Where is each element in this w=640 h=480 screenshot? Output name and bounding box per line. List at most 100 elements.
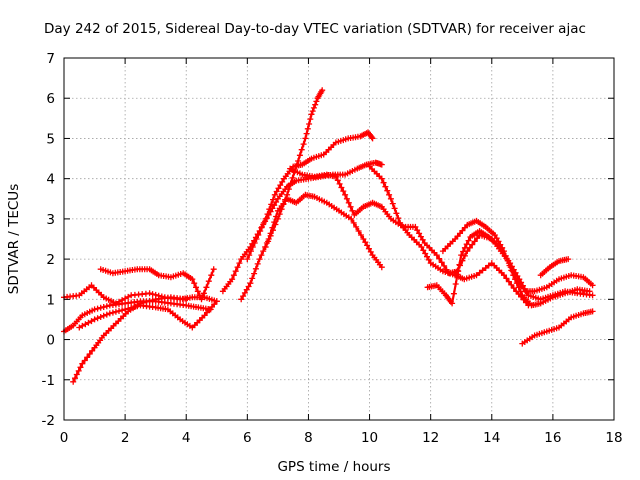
data-point <box>97 314 104 320</box>
data-point <box>313 98 320 105</box>
data-point <box>342 191 349 198</box>
data-point <box>295 158 302 164</box>
data-point <box>384 187 391 194</box>
y-tick-label: 6 <box>46 91 55 107</box>
x-tick-label: 14 <box>483 430 500 446</box>
data-point <box>425 256 432 263</box>
data-point <box>264 211 271 218</box>
series-line <box>368 165 530 307</box>
data-point <box>338 184 345 191</box>
data-point <box>378 264 385 271</box>
data-point <box>287 180 294 187</box>
data-point <box>461 252 468 259</box>
data-point <box>300 141 307 148</box>
data-point <box>362 239 369 246</box>
data-point <box>457 262 463 269</box>
data-point <box>417 233 424 240</box>
data-point <box>88 318 95 325</box>
data-point <box>293 163 300 170</box>
data-point <box>367 248 374 255</box>
data-point <box>91 306 98 313</box>
data-point <box>271 202 278 209</box>
data-point <box>268 201 275 208</box>
data-point <box>193 284 199 291</box>
data-point <box>414 227 421 234</box>
data-point <box>275 185 282 192</box>
data-point <box>79 322 86 329</box>
data-point <box>94 315 101 322</box>
data-point <box>73 371 80 378</box>
data-point <box>589 282 596 289</box>
data-point <box>464 248 471 255</box>
data-point <box>91 316 98 323</box>
x-tick-label: 10 <box>361 430 378 446</box>
data-point <box>589 292 596 299</box>
data-point <box>125 305 132 312</box>
y-tick-label: 3 <box>46 212 55 228</box>
data-point <box>243 286 250 293</box>
series-track-12 <box>424 228 596 307</box>
data-point <box>289 174 296 181</box>
data-point <box>516 276 523 283</box>
data-point <box>259 223 265 230</box>
data-point <box>152 291 159 298</box>
data-point <box>391 205 398 212</box>
data-point <box>274 215 281 222</box>
data-point <box>203 284 210 291</box>
data-point <box>466 244 473 251</box>
data-point <box>449 300 456 307</box>
data-point <box>389 200 396 207</box>
data-point <box>122 295 129 302</box>
data-point <box>513 280 520 287</box>
data-point <box>512 269 519 276</box>
data-point <box>412 223 419 230</box>
data-point <box>308 111 315 118</box>
data-point <box>298 146 305 153</box>
data-point <box>134 303 141 310</box>
data-point <box>589 308 596 315</box>
data-point <box>229 276 236 283</box>
data-point <box>473 272 480 279</box>
data-point <box>84 354 91 361</box>
data-point <box>248 248 254 255</box>
data-point <box>514 273 521 279</box>
x-tick-label: 2 <box>121 430 130 446</box>
y-tick-label: -2 <box>42 413 55 429</box>
series-track-7 <box>219 159 385 295</box>
data-point <box>355 228 362 234</box>
data-point <box>336 180 343 187</box>
data-point <box>345 199 352 206</box>
data-point <box>251 240 258 246</box>
data-point <box>347 203 354 210</box>
data-point <box>149 297 156 304</box>
data-point <box>146 297 153 304</box>
data-point <box>249 275 256 282</box>
series-track-5 <box>76 298 220 331</box>
data-point <box>122 306 129 313</box>
data-point <box>450 290 457 297</box>
data-point <box>296 152 303 159</box>
series-track-11 <box>366 163 532 309</box>
data-point <box>285 186 292 193</box>
data-point <box>103 303 110 310</box>
data-point <box>306 121 313 127</box>
data-point <box>236 260 243 267</box>
data-point <box>155 292 162 299</box>
data-point <box>116 298 122 305</box>
data-point <box>416 230 423 237</box>
data-point <box>265 238 272 245</box>
data-point <box>501 272 507 279</box>
data-point <box>463 241 470 248</box>
data-point <box>109 309 116 316</box>
data-point <box>112 300 119 307</box>
data-point <box>424 253 430 260</box>
data-point <box>251 270 258 277</box>
data-point <box>260 248 267 255</box>
x-tick-label: 18 <box>605 430 622 446</box>
data-point <box>503 275 510 282</box>
data-point <box>422 250 429 257</box>
data-point <box>499 244 506 251</box>
data-point <box>257 228 264 234</box>
data-point <box>277 182 284 189</box>
data-point <box>510 266 517 273</box>
